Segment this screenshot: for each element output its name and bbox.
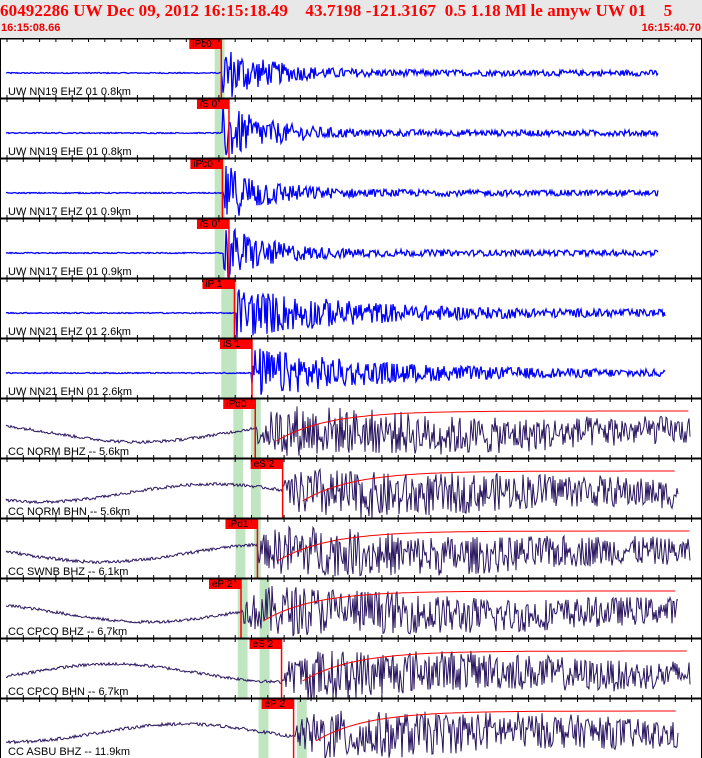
pick-flag[interactable] (219, 338, 252, 349)
coda-envelope-curve (315, 710, 676, 742)
pick-label: eP 2 (212, 579, 233, 590)
station-label: UW NN21 EHN 01 2.6km (8, 386, 132, 398)
coda-envelope-curve (277, 530, 690, 562)
pick-window-band (233, 458, 244, 518)
station-label: UW NN21 EHZ 01 2.6km (8, 326, 131, 338)
trace-panel[interactable]: eP 2 CC ASBU BHZ -- 11.9km (0, 695, 702, 758)
pick-flag[interactable] (190, 158, 223, 169)
pick-window-band (250, 458, 261, 518)
pick-label: iS 0 (200, 99, 218, 110)
pick-flag[interactable] (223, 398, 256, 409)
pick-label: iS 1 (223, 339, 241, 350)
station-label: UW NN19 EHE 01 0.8km (8, 146, 131, 158)
event-title: 60492286 UW Dec 09, 2012 16:15:18.49 43.… (0, 1, 673, 20)
pick-label: eS 2 (254, 459, 275, 470)
pick-window-band (258, 698, 269, 758)
trace-panel[interactable]: eS 2 CC NORM BHN -- 5.6km (0, 455, 702, 520)
coda-envelope-curve (302, 470, 675, 502)
trace-panel[interactable]: iS 1 UW NN21 EHN 01 2.6km (0, 335, 702, 398)
station-label: CC NORM BHN -- 5.6km (8, 506, 130, 518)
coda-envelope-curve (262, 590, 676, 622)
pick-label: iPc0 (193, 159, 213, 170)
waveform-trace (5, 585, 679, 637)
pick-flag[interactable] (225, 518, 258, 529)
station-label: CC CPCO BHN -- 6.7km (8, 686, 128, 698)
pick-window-band (214, 38, 225, 98)
coda-envelope-curve (276, 410, 689, 442)
pick-flag[interactable] (249, 638, 282, 649)
trace-panel[interactable]: eP 2 CC CPCO BHZ -- 6.7km (0, 575, 702, 638)
waveform-trace (6, 289, 666, 338)
pick-window-band (259, 638, 270, 698)
pick-flag[interactable] (261, 698, 294, 709)
trace-panel[interactable]: iS 0 UW NN19 EHE 01 0.8km (0, 95, 702, 158)
waveform-trace (5, 710, 679, 758)
trace-panel[interactable]: eS 2 CC CPCO BHN -- 6.7km (0, 635, 702, 702)
pick-window-band (214, 158, 225, 218)
waveform-trace (5, 105, 659, 156)
waveform-trace (6, 165, 659, 216)
pick-label: iPd0 (226, 399, 246, 410)
station-label: CC ASBU BHZ -- 11.9km (8, 746, 130, 758)
pick-flag[interactable] (196, 98, 229, 109)
pick-window-band (214, 98, 225, 158)
pick-window-band (221, 338, 237, 398)
waveform-trace (5, 525, 691, 577)
trace-panel[interactable]: iPd1 CC SWNB BHZ -- 6.1km (0, 515, 702, 578)
time-start-label: 16:15:08.66 (1, 22, 61, 34)
station-label: UW NN17 EHZ 01 0.9km (8, 206, 131, 218)
pick-label: eP 2 (265, 699, 286, 710)
station-label: CC SWNB BHZ -- 6.1km (8, 566, 128, 578)
station-label: UW NN17 EHE 01 0.9km (8, 266, 131, 278)
pick-flag[interactable] (196, 218, 229, 229)
pick-window-band (237, 638, 248, 698)
pick-label: iPd1 (228, 519, 248, 530)
trace-panel[interactable]: iPc0 UW NN19 EHZ 01 0.8km (0, 38, 702, 98)
station-label: CC CPCO BHZ -- 6.7km (8, 626, 127, 638)
pick-label: iS 0 (200, 219, 218, 230)
pick-window-band (214, 218, 225, 278)
waveform-trace (5, 467, 679, 520)
trace-panel[interactable]: iP 1 UW NN21 EHZ 01 2.6km (0, 275, 702, 338)
pick-window-band (221, 278, 237, 338)
pick-flag[interactable] (189, 38, 222, 49)
waveform-trace (5, 406, 691, 456)
waveform-trace (5, 227, 659, 279)
pick-flag[interactable] (202, 278, 235, 289)
time-end-label: 16:15:40.70 (641, 22, 701, 34)
trace-panel[interactable]: iPd0 CC NORM BHZ -- 5.6km (0, 395, 702, 458)
pick-label: eS 2 (253, 639, 274, 650)
pick-window-band (259, 578, 270, 638)
station-label: CC NORM BHZ -- 5.6km (8, 446, 129, 458)
station-label: UW NN19 EHZ 01 0.8km (8, 86, 131, 98)
trace-panel[interactable]: iS 0 UW NN17 EHE 01 0.9km (0, 215, 702, 279)
pick-flag[interactable] (209, 578, 242, 589)
pick-window-band (233, 398, 244, 458)
seismogram-panels[interactable]: iPc0 UW NN19 EHZ 01 0.8km iS 0 UW NN19 EHE … (0, 38, 702, 758)
coda-envelope-curve (302, 650, 687, 682)
waveform-trace (5, 51, 659, 97)
header-bar: 60492286 UW Dec 09, 2012 16:15:18.49 43.… (0, 0, 702, 38)
pick-label: iPc0 (192, 39, 212, 50)
pick-label: iP 1 (205, 279, 222, 290)
pick-flag[interactable] (250, 458, 283, 469)
pick-window-band (237, 578, 248, 638)
pick-window-band (235, 518, 246, 578)
trace-panel[interactable]: iPc0 UW NN17 EHZ 01 0.9km (0, 155, 702, 218)
pick-window-band (296, 698, 307, 758)
waveform-trace (5, 348, 666, 395)
